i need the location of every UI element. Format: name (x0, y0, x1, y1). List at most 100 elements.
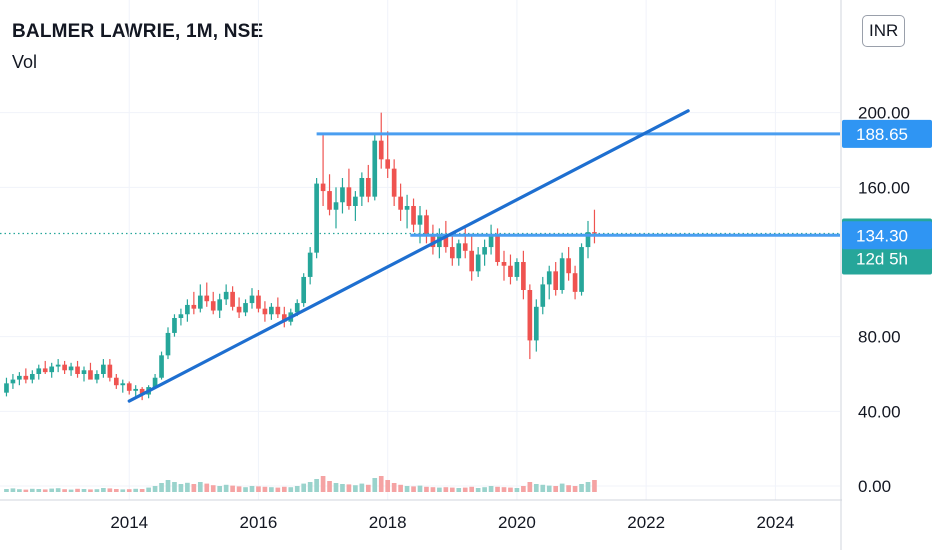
volume-bar (81, 489, 87, 492)
price-tag-label: 188.65 (856, 125, 908, 144)
volume-bar (430, 487, 436, 492)
volume-bar (288, 487, 294, 492)
volume-bar (204, 483, 210, 492)
volume-bar (508, 487, 513, 492)
volume-bar (107, 488, 113, 492)
price-tick-label: 0.00 (858, 477, 891, 496)
volume-bar (398, 484, 403, 492)
candle-body (346, 187, 352, 206)
volume-bar (165, 480, 171, 492)
candle-body (456, 243, 462, 259)
candle-body (521, 262, 526, 290)
candle-body (430, 234, 436, 248)
candle-body (359, 178, 365, 197)
volume-bar (62, 489, 67, 492)
candle-body (320, 183, 326, 192)
volume-bar (404, 486, 410, 492)
volume-bar (223, 484, 229, 492)
volume-bar (437, 487, 442, 492)
volume-bar (540, 484, 546, 492)
candle-body (197, 295, 203, 309)
candle-body (185, 304, 190, 315)
candle-body (301, 276, 307, 304)
candle-body (449, 247, 455, 259)
candle-body (411, 206, 416, 225)
candle-body (133, 388, 139, 391)
candle-body (249, 295, 255, 304)
candle-body (17, 375, 22, 380)
volume-bar (514, 488, 520, 492)
symbol-title: BALMER LAWRIE, 1M, NSE (12, 21, 264, 42)
time-tick-label: 2022 (627, 513, 665, 532)
volume-bar (256, 486, 261, 492)
candle-body (36, 368, 42, 374)
time-tick-label: 2018 (369, 513, 407, 532)
volume-bar (475, 488, 481, 492)
candle-body (314, 183, 319, 253)
candle-body (204, 295, 210, 302)
candle-body (340, 187, 345, 203)
candle-body (256, 295, 261, 309)
volume-indicator-label[interactable]: Vol (12, 52, 38, 72)
volume-bar (424, 486, 429, 492)
volume-bar (417, 485, 423, 492)
volume-bar (488, 486, 494, 492)
candle-body (514, 262, 520, 277)
price-tick-label: 200.00 (858, 104, 910, 123)
volume-bar (120, 489, 126, 492)
candle-body (4, 383, 9, 393)
candle-body (398, 196, 403, 210)
candle-body (372, 140, 378, 197)
volume-bar (249, 486, 255, 492)
price-tick-label: 40.00 (858, 402, 901, 421)
candle-body (62, 364, 67, 371)
volume-bar (236, 486, 242, 492)
drawing-tools[interactable] (0, 109, 840, 403)
candle-body (223, 291, 229, 300)
volume-bar (378, 476, 384, 492)
volume-bar (217, 486, 223, 492)
volume-bar (185, 482, 190, 492)
price-tag (842, 119, 932, 148)
volume-bar (49, 488, 55, 492)
volume-bar (385, 480, 391, 492)
price-tick-label: 160.00 (858, 178, 910, 197)
candle-body (243, 303, 248, 313)
candle-body (333, 202, 339, 210)
time-tick-label: 2014 (110, 513, 148, 532)
candle-body (462, 243, 468, 251)
volume-bar (4, 489, 9, 492)
candle-body (210, 301, 216, 311)
candle-body (417, 215, 423, 225)
volume-bar (29, 488, 35, 492)
candle-body (553, 271, 559, 290)
time-tick-label: 2016 (240, 513, 278, 532)
candle-body (159, 355, 164, 378)
volume-bar (579, 484, 584, 492)
volume-bar (307, 482, 313, 492)
candle-body (592, 232, 597, 234)
volume-bar (559, 483, 565, 492)
volume-bar (333, 483, 339, 492)
candle-body (101, 364, 106, 374)
candle-body (191, 304, 197, 309)
candle-body (94, 374, 100, 380)
candle-body (269, 306, 274, 315)
price-axis[interactable]: 0.00 40.00 80.00 160.00 200.00 (842, 0, 932, 550)
time-axis[interactable]: 2014 2016 2018 2020 2022 2024 (110, 513, 794, 532)
volume-bar (294, 486, 300, 492)
volume-bar (269, 487, 274, 492)
volume-bar (94, 489, 100, 492)
price-tag-label: 134.30 (856, 226, 908, 245)
volume-bar (501, 487, 507, 492)
volume-bar (159, 483, 164, 492)
price-tag (842, 221, 932, 250)
candle-body (88, 370, 93, 380)
currency-button[interactable]: INR (862, 15, 906, 47)
volume-bar (243, 487, 248, 492)
volume-bars (4, 476, 597, 492)
candle-body (353, 196, 358, 206)
price-axis-background (842, 0, 932, 550)
